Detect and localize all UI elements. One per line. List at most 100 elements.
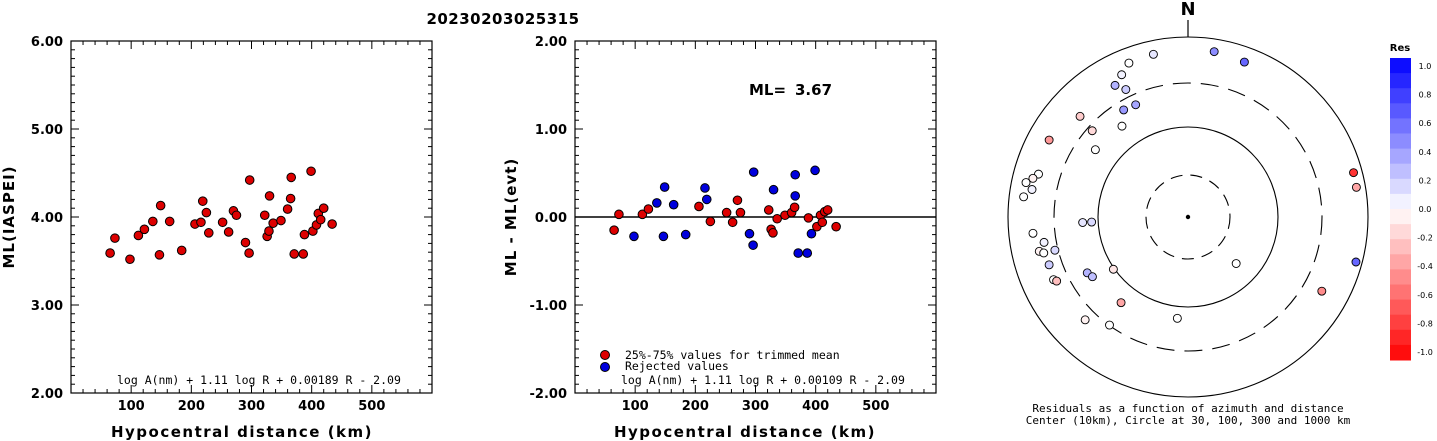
data-point xyxy=(125,254,135,265)
colorbar-swatch xyxy=(1390,73,1411,89)
y-tick-label: 4.00 xyxy=(31,211,63,226)
data-point xyxy=(217,217,228,228)
trimmed-point xyxy=(637,209,648,220)
x-tick-label: 200 xyxy=(178,399,205,414)
x-axis-label: Hypocentral distance (km) xyxy=(614,423,876,441)
trimmed-point xyxy=(643,204,654,214)
rejected-point xyxy=(790,169,801,180)
station-point xyxy=(1349,168,1358,178)
x-tick-label: 100 xyxy=(118,399,145,414)
data-point xyxy=(155,200,166,211)
panel-residual: 100 200 300 400 500 -2.00 -1.00 0.00 1.00 2.00 Hy… xyxy=(502,35,937,441)
colorbar-tick-label: 0.6 xyxy=(1419,119,1432,128)
colorbar-tick-label: -0.2 xyxy=(1417,234,1433,243)
trimmed-point xyxy=(831,221,841,232)
x-tick-label: 100 xyxy=(622,399,649,414)
station-point xyxy=(1239,57,1249,67)
data-point xyxy=(176,245,187,256)
colorbar-swatch xyxy=(1390,209,1411,225)
rejected-point xyxy=(793,248,804,258)
y-tick-label: 0.00 xyxy=(535,211,567,226)
station-point xyxy=(1028,228,1038,238)
station-point xyxy=(1117,70,1127,80)
rejected-point xyxy=(659,182,670,192)
colorbar-swatch xyxy=(1390,224,1411,240)
data-point xyxy=(133,230,144,241)
y-tick-label: 2.00 xyxy=(31,387,63,402)
trimmed-point xyxy=(803,213,814,223)
x-axis-label: Hypocentral distance (km) xyxy=(111,423,373,441)
x-tick-label: 400 xyxy=(802,399,829,414)
figure-title: 20230203025315 xyxy=(426,10,579,28)
data-point xyxy=(286,172,297,183)
colorbar-tick-label: -0.4 xyxy=(1417,262,1433,271)
colorbar-labels: 1.0 0.8 0.6 0.4 0.2 0.0 -0.2 -0.4 -0.6 -0.8 -1.0 xyxy=(1417,62,1433,357)
data-point xyxy=(268,218,278,228)
rejected-point xyxy=(802,248,813,258)
ring-middle xyxy=(1097,126,1279,308)
trimmed-point xyxy=(609,225,619,235)
trimmed-point xyxy=(772,213,782,224)
x-tick-label: 300 xyxy=(238,399,265,414)
tick-marks xyxy=(71,41,432,393)
colorbar-tick-label: 0.8 xyxy=(1419,91,1432,100)
data-points xyxy=(105,166,337,265)
rejected-point xyxy=(748,240,758,250)
station-point xyxy=(1121,85,1131,94)
station-point xyxy=(1148,49,1158,59)
x-tick-label: 300 xyxy=(742,399,769,414)
data-point xyxy=(315,214,326,225)
colorbar-swatch xyxy=(1390,254,1411,270)
station-point xyxy=(1075,111,1085,121)
ml-label: ML= xyxy=(749,81,786,99)
legend-label-rejected: Rejected values xyxy=(625,359,729,373)
data-point xyxy=(139,224,150,235)
trimmed-point xyxy=(694,201,704,212)
formula-label: log A(nm) + 1.11 log R + 0.00189 R - 2.0… xyxy=(117,373,401,387)
data-point xyxy=(264,191,275,201)
caption-line-2: Center (10km), Circle at 30, 100, 300 an… xyxy=(1026,414,1351,427)
station-point xyxy=(1172,313,1182,323)
trimmed-point xyxy=(768,228,778,238)
data-point xyxy=(327,219,337,229)
north-label: N xyxy=(1180,0,1195,20)
x-tick-label: 500 xyxy=(358,399,385,414)
trimmed-point xyxy=(763,205,774,215)
data-point xyxy=(318,203,329,213)
colorbar-tick-label: 0.0 xyxy=(1419,205,1432,214)
station-point xyxy=(1116,298,1126,308)
colorbar-swatch xyxy=(1390,58,1411,74)
station-point xyxy=(1027,185,1037,194)
station-point xyxy=(1039,237,1049,247)
legend-label-trimmed: 25%-75% values for trimmed mean xyxy=(625,348,840,362)
legend-swatch-rejected xyxy=(600,362,610,372)
distance-rings xyxy=(1007,36,1369,398)
rejected-point xyxy=(652,198,662,208)
data-point xyxy=(264,226,274,236)
station-point xyxy=(1050,245,1060,255)
y-tick-label: 5.00 xyxy=(31,123,63,138)
rejected-point xyxy=(790,191,801,201)
data-point xyxy=(285,193,296,204)
colorbar-swatch xyxy=(1390,239,1411,255)
rejected-point xyxy=(701,194,712,205)
colorbar-swatch xyxy=(1390,88,1411,104)
data-point xyxy=(240,237,251,248)
trimmed-point xyxy=(735,207,746,218)
station-point xyxy=(1117,121,1127,131)
trimmed-point xyxy=(732,195,743,206)
y-tick-label: 2.00 xyxy=(535,35,567,50)
station-point xyxy=(1124,58,1134,68)
rejected-point xyxy=(748,167,759,177)
colorbar-swatch xyxy=(1390,344,1411,361)
x-tick-label: 400 xyxy=(298,399,325,414)
rejected-point xyxy=(768,184,779,195)
trimmed-point xyxy=(822,205,833,215)
data-point xyxy=(298,249,309,259)
colorbar-swatch xyxy=(1390,148,1411,165)
rejected-point xyxy=(744,228,755,239)
colorbar: Res 1.0 0.8 0.6 0.4 0.2 0.0 -0.2 -0.4 -0.6 -0.8 -1… xyxy=(1390,43,1433,361)
station-point xyxy=(1044,135,1054,145)
rejected-point xyxy=(658,231,669,242)
station-point xyxy=(1231,259,1241,268)
